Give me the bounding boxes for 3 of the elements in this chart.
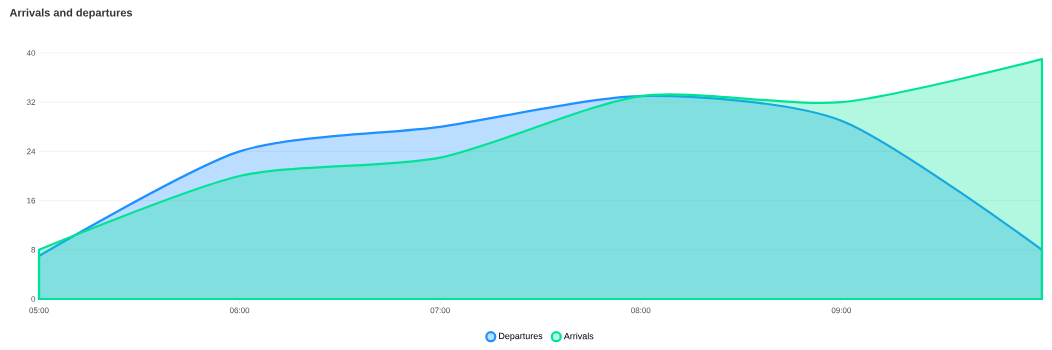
- legend-label: Arrivals: [563, 332, 594, 340]
- chart-title: Arrivals and departures: [9, 8, 133, 19]
- legend-label: Departures: [499, 332, 543, 341]
